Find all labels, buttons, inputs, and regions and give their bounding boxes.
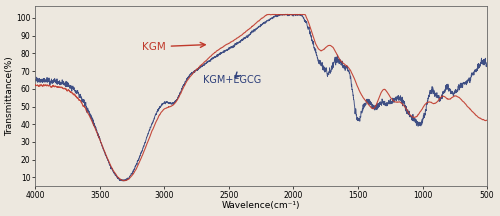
- Y-axis label: Transmittance(%): Transmittance(%): [6, 56, 15, 136]
- Text: KGM+EGCG: KGM+EGCG: [203, 72, 262, 86]
- X-axis label: Wavelence(cm⁻¹): Wavelence(cm⁻¹): [222, 202, 300, 210]
- Text: KGM: KGM: [142, 42, 206, 52]
